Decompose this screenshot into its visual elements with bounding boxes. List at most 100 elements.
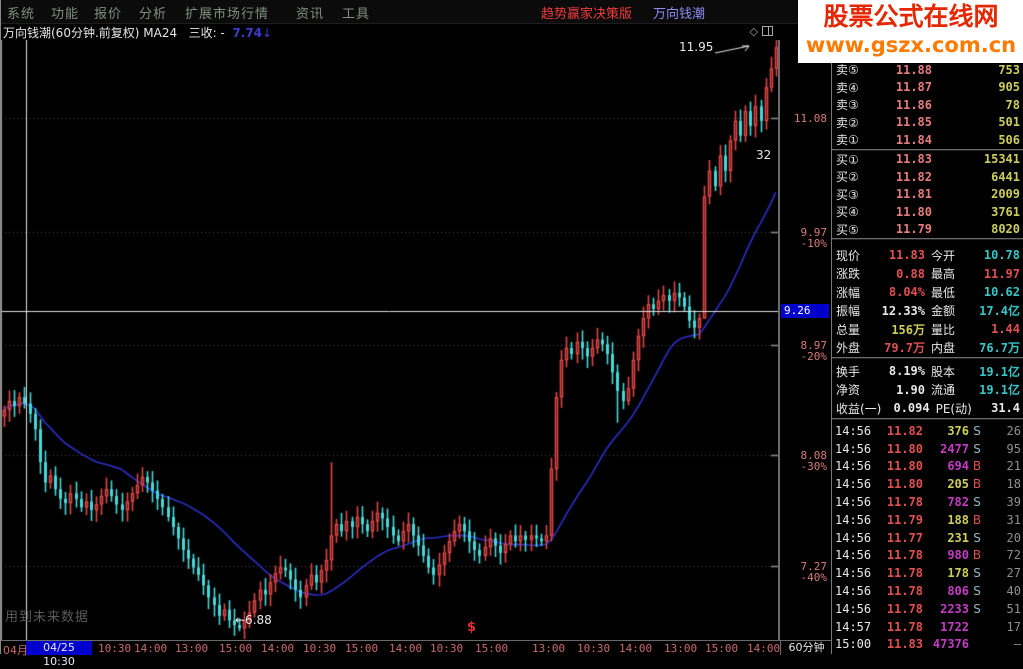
tick-row[interactable]: 14:56 11.78 782 S 39 xyxy=(832,493,1023,511)
tick-count: — xyxy=(1013,637,1021,652)
indicator-label: 三收: - xyxy=(188,26,225,40)
menu-item-资讯[interactable]: 资讯 xyxy=(296,7,325,22)
tick-side: S xyxy=(973,423,981,438)
info-value: 19.1亿 xyxy=(979,364,1020,379)
tick-count: 27 xyxy=(1006,566,1021,581)
tick-row[interactable]: 14:56 11.80 694 B 21 xyxy=(832,458,1023,476)
tick-volume: 806 xyxy=(947,584,969,599)
tick-price: 11.83 xyxy=(886,637,923,652)
info-label: 最低 xyxy=(931,285,956,300)
chart-title: 万向钱潮(60分钟.前复权) MA24 xyxy=(3,26,178,40)
info-label: 股本 xyxy=(931,364,956,379)
diamond-icon[interactable]: ◇ xyxy=(749,25,758,38)
y-axis-label: 7.27 -40% xyxy=(801,561,828,583)
sell-row[interactable]: 卖④ 11.87 905 xyxy=(832,79,1023,97)
menu-item-系统[interactable]: 系统 xyxy=(7,7,36,22)
x-axis-label: 15:00 xyxy=(475,642,509,655)
sell-row[interactable]: 卖⑤ 11.88 753 xyxy=(832,61,1023,79)
tick-count: 31 xyxy=(1006,512,1021,527)
tick-count: 20 xyxy=(1006,530,1021,545)
down-arrow-icon: ↓ xyxy=(262,26,273,40)
tick-side: S xyxy=(973,584,981,599)
menu-item-分析[interactable]: 分析 xyxy=(139,7,168,22)
tick-row[interactable]: 14:56 11.82 376 S 26 xyxy=(832,422,1023,440)
info-label: PE(动) xyxy=(935,401,972,416)
tick-price: 11.79 xyxy=(886,512,923,527)
y-axis-price: 7.27 xyxy=(800,560,828,573)
buy-level-label: 买④ xyxy=(836,205,859,220)
tick-count: 18 xyxy=(1006,477,1021,492)
menu-item-报价[interactable]: 报价 xyxy=(94,7,123,22)
buy-price: 11.83 xyxy=(895,152,932,167)
info-label: 净资 xyxy=(836,383,861,398)
sell-queue: 卖⑤ 11.88 753 卖④ 11.87 905 卖③ 11.86 78 卖② 11.85 501 卖… xyxy=(832,61,1023,149)
info-label: 金额 xyxy=(931,304,956,319)
info-label: 收益(一) xyxy=(836,401,882,416)
x-axis-label: 10:30 xyxy=(98,642,132,655)
info-value: 0.88 xyxy=(896,266,925,281)
tick-volume: 178 xyxy=(947,566,969,581)
chart-pane-header: 万向钱潮(60分钟.前复权) MA24 三收: - 7.74↓ xyxy=(3,24,778,40)
tick-row[interactable]: 14:56 11.78 178 S 27 xyxy=(832,564,1023,582)
sell-row[interactable]: 卖③ 11.86 78 xyxy=(832,96,1023,114)
y-axis-label: 8.97 -20% xyxy=(801,340,828,362)
tick-price: 11.78 xyxy=(886,548,923,563)
sell-volume: 753 xyxy=(998,62,1020,77)
x-axis-label: 14:00 xyxy=(747,642,781,655)
info-label: 外盘 xyxy=(836,341,861,356)
y-axis-price: 8.97 xyxy=(800,339,828,352)
buy-price: 11.80 xyxy=(895,204,932,219)
info-value: 17.4亿 xyxy=(979,304,1020,319)
info-value: 8.19% xyxy=(888,364,925,379)
x-axis-label: 13:00 xyxy=(175,642,209,655)
y-axis-price: 8.08 xyxy=(800,449,828,462)
info-label: 涨跌 xyxy=(836,267,861,282)
buy-row[interactable]: 买④ 11.80 3761 xyxy=(832,203,1023,221)
tick-count: 40 xyxy=(1006,584,1021,599)
candlestick-chart[interactable] xyxy=(1,40,778,640)
buy-price: 11.81 xyxy=(895,187,932,202)
tick-row[interactable]: 14:56 11.80 2477 S 95 xyxy=(832,440,1023,458)
tick-row[interactable]: 14:56 11.79 188 B 31 xyxy=(832,511,1023,529)
info-label: 量比 xyxy=(931,322,956,337)
tick-volume: 980 xyxy=(947,548,969,563)
y-axis-label: 11.08 xyxy=(794,113,827,124)
menu-item-扩展市场行情[interactable]: 扩展市场行情 xyxy=(185,7,270,22)
buy-row[interactable]: 买② 11.82 6441 xyxy=(832,168,1023,186)
menu-item-工具[interactable]: 工具 xyxy=(342,7,371,22)
tick-time: 14:56 xyxy=(835,601,872,616)
tick-time: 14:56 xyxy=(835,477,872,492)
tick-row[interactable]: 14:56 11.77 231 S 20 xyxy=(832,529,1023,547)
month-label: 04月 xyxy=(3,644,28,657)
sell-price: 11.86 xyxy=(895,97,932,112)
tick-price: 11.80 xyxy=(886,441,923,456)
info-value: 11.83 xyxy=(888,248,925,263)
sell-row[interactable]: 卖② 11.85 501 xyxy=(832,114,1023,132)
tick-volume: 782 xyxy=(947,495,969,510)
tick-row[interactable]: 14:56 11.78 806 S 40 xyxy=(832,582,1023,600)
split-window-icon[interactable] xyxy=(762,26,773,36)
info-row: 振幅 12.33% 金额 17.4亿 xyxy=(832,302,1023,321)
future-data-warning: 用到未来数据 xyxy=(5,610,90,625)
tick-row[interactable]: 14:56 11.78 980 B 72 xyxy=(832,547,1023,565)
tick-count: 26 xyxy=(1006,423,1021,438)
sell-volume: 78 xyxy=(1005,97,1020,112)
watermark-site-url: www.gszx.com.cn xyxy=(805,33,1017,57)
tick-row[interactable]: 14:57 11.78 1722 17 xyxy=(832,618,1023,636)
tick-side: B xyxy=(972,477,982,492)
tick-row[interactable]: 14:56 11.80 205 B 18 xyxy=(832,475,1023,493)
period-label[interactable]: 60分钟 xyxy=(780,641,832,655)
tick-row[interactable]: 15:00 11.83 47376 — xyxy=(832,636,1023,654)
buy-price: 11.82 xyxy=(895,169,932,184)
info-value: 76.7万 xyxy=(979,341,1020,356)
tick-row[interactable]: 14:56 11.78 2233 S 51 xyxy=(832,600,1023,618)
sell-price: 11.87 xyxy=(895,80,932,95)
buy-row[interactable]: 买③ 11.81 2009 xyxy=(832,186,1023,204)
buy-row[interactable]: 买① 11.83 15341 xyxy=(832,151,1023,169)
menu-item-功能[interactable]: 功能 xyxy=(51,7,80,22)
watermark: 股票公式在线网 www.gszx.com.cn xyxy=(798,0,1023,63)
tick-list: 14:56 11.82 376 S 26 14:56 11.80 2477 S 95 14:56 11… xyxy=(832,422,1023,653)
sell-row[interactable]: 卖① 11.84 506 xyxy=(832,131,1023,149)
buy-row[interactable]: 买⑤ 11.79 8020 xyxy=(832,221,1023,239)
